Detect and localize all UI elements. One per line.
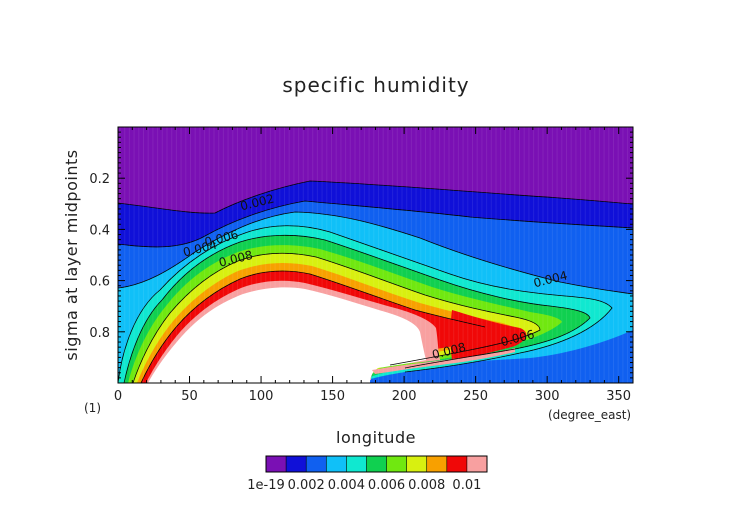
colorbar-label: 1e-19 xyxy=(247,478,285,493)
x-tick-label: 200 xyxy=(392,389,417,404)
colorbar-label: 0.008 xyxy=(408,478,445,493)
colorbar-swatch xyxy=(266,456,287,472)
colorbar-swatch xyxy=(306,456,327,472)
y-axis-label: sigma at layer midpoints xyxy=(62,149,81,360)
colorbar-swatch xyxy=(386,456,408,472)
colorbar-label: 0.004 xyxy=(328,478,365,493)
chart-title: specific humidity xyxy=(282,73,469,97)
colorbar-label: 0.002 xyxy=(288,478,325,493)
colorbar-swatch xyxy=(326,456,347,472)
contour-lines xyxy=(118,180,633,383)
colorbar-label: 0.006 xyxy=(368,478,405,493)
x-unit-label: (degree_east) xyxy=(548,408,631,422)
colorbar-swatch xyxy=(426,456,448,472)
y-tick-label: 0.4 xyxy=(89,223,110,238)
grid-texture xyxy=(119,127,633,383)
x-axis-label: longitude xyxy=(336,428,416,447)
colorbar-swatch xyxy=(346,456,367,472)
band-9-core xyxy=(450,310,527,360)
y-tick-label: 0.2 xyxy=(89,172,110,187)
x-tick-label: 350 xyxy=(606,389,631,404)
x-tick-label: 100 xyxy=(249,389,274,404)
x-tick-label: 0 xyxy=(114,389,122,404)
x-tick-label: 300 xyxy=(535,389,560,404)
x-axis: 0 50 100 150 200 250 300 350 xyxy=(114,127,631,404)
colorbar-swatch xyxy=(366,456,388,472)
colorbar-frame xyxy=(265,455,488,473)
colorbar-swatch xyxy=(466,456,488,472)
x-tick-label: 150 xyxy=(320,389,345,404)
colorbar-swatch xyxy=(286,456,307,472)
colorbar: 1e-19 0.002 0.004 0.006 0.008 0.01 xyxy=(247,455,488,493)
band-10-dry xyxy=(148,287,426,383)
y-unit-label: (1) xyxy=(84,401,101,415)
y-tick-label: 0.8 xyxy=(89,326,110,341)
colorbar-swatch xyxy=(406,456,428,472)
y-tick-label: 0.6 xyxy=(89,275,110,290)
y-axis: 0.2 0.4 0.6 0.8 xyxy=(89,131,633,379)
x-tick-label: 50 xyxy=(181,389,198,404)
x-tick-label: 250 xyxy=(463,389,488,404)
colorbar-label: 0.01 xyxy=(452,478,481,493)
colorbar-swatch xyxy=(446,456,468,472)
